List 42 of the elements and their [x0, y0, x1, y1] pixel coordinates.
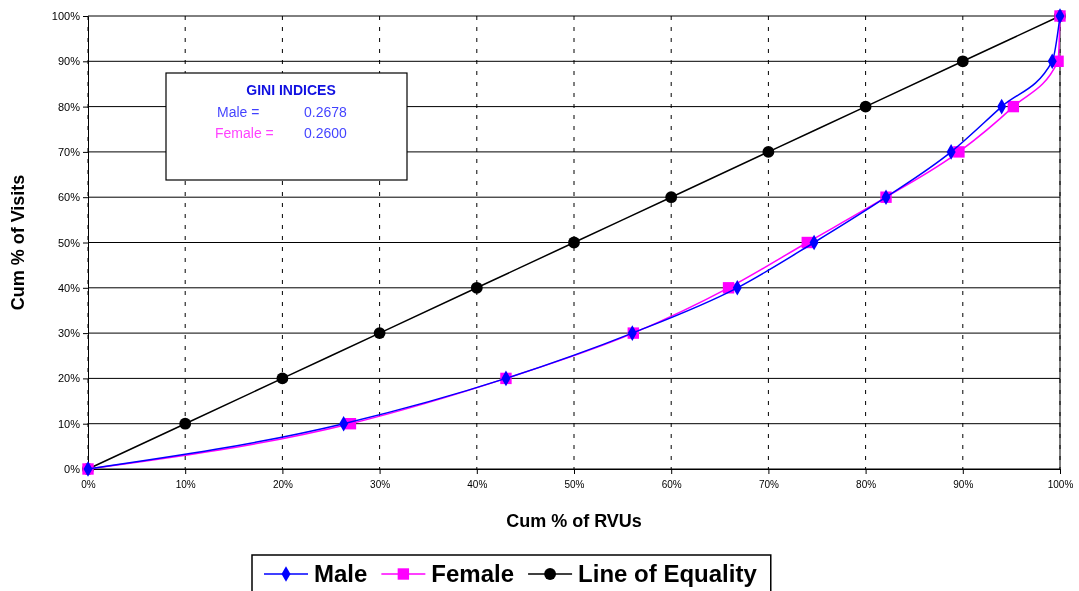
point: [762, 145, 775, 158]
annotation: Male =: [217, 104, 260, 120]
annotation: 0.2600: [304, 125, 348, 141]
legend-label: Line of Equality: [578, 560, 758, 587]
point: [276, 372, 289, 385]
x-tick-label: 40%: [467, 479, 488, 490]
annotation: Female =: [215, 125, 274, 141]
y-tick-label: 30%: [57, 327, 81, 340]
annotation: GINI INDICES: [246, 82, 336, 98]
x-tick-label: 20%: [272, 479, 294, 490]
x-tick-label: 100%: [1047, 479, 1074, 490]
y-tick-label: 70%: [57, 145, 81, 158]
y-tick-label: 10%: [57, 417, 81, 430]
point: [373, 327, 386, 340]
y-tick-label: 0%: [64, 463, 81, 476]
point: [665, 191, 678, 204]
x-axis-title: Cum % of RVUs: [506, 511, 642, 531]
x-tick-label: 80%: [856, 479, 877, 490]
legend-label: Female: [431, 560, 515, 587]
point: [179, 417, 192, 430]
point: [859, 100, 872, 113]
x-tick-label: 70%: [758, 479, 780, 490]
y-tick-label: 50%: [57, 236, 81, 249]
x-tick-label: 0%: [81, 479, 96, 490]
point: [1007, 100, 1020, 113]
y-tick-label: 90%: [57, 55, 81, 68]
x-tick-label: 90%: [953, 479, 974, 490]
point: [956, 55, 969, 68]
y-tick-label: 20%: [57, 372, 81, 385]
y-tick-label: 100%: [51, 10, 81, 23]
point: [470, 281, 483, 294]
y-tick-label: 40%: [57, 281, 81, 294]
y-axis-title: Cum % of Visits: [8, 174, 28, 311]
point: [568, 236, 580, 249]
legend-label: Male: [314, 560, 368, 587]
x-tick-label: 60%: [661, 479, 682, 490]
x-tick-label: 10%: [175, 479, 196, 490]
x-tick-label: 50%: [564, 479, 585, 490]
y-tick-label: 60%: [57, 191, 81, 204]
annotation: 0.2678: [304, 104, 348, 120]
x-tick-label: 30%: [370, 479, 391, 490]
y-tick-label: 80%: [57, 100, 81, 113]
